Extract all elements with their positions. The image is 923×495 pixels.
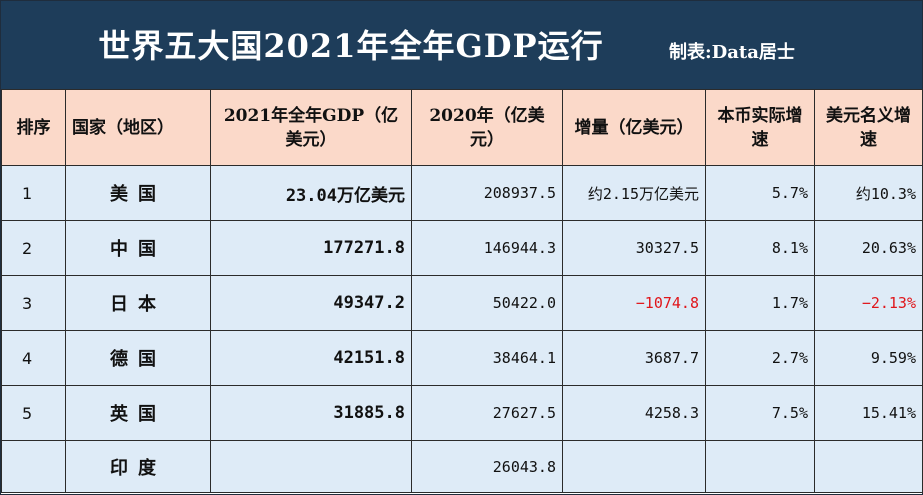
cell-local-growth: 7.5% [705, 385, 815, 441]
cell-local-growth [705, 440, 815, 493]
maker-credit: 制表:Data居士 [669, 42, 795, 63]
cell-local-growth: 2.7% [705, 330, 815, 386]
cell-gdp2020: 38464.1 [411, 330, 563, 386]
page-title: 世界五大国2021年全年GDP运行 [98, 27, 604, 65]
cell-country: 日本 [65, 275, 211, 331]
header-usd-growth: 美元名义增速 [814, 89, 923, 166]
cell-increase: 4258.3 [562, 385, 706, 441]
cell-rank [1, 440, 66, 493]
cell-local-growth: 5.7% [705, 165, 815, 221]
cell-rank: 2 [1, 220, 66, 276]
cell-usd-growth [814, 440, 923, 493]
cell-country: 德国 [65, 330, 211, 386]
cell-local-growth: 8.1% [705, 220, 815, 276]
cell-rank: 3 [1, 275, 66, 331]
cell-gdp2020: 26043.8 [411, 440, 563, 493]
cell-country: 印度 [65, 440, 211, 493]
table-row: 1 美国 23.04万亿美元 208937.5 约2.15万亿美元 5.7% 约… [1, 165, 923, 221]
header-gdp2021: 2021年全年GDP（亿美元） [210, 89, 412, 166]
cell-country: 中国 [65, 220, 211, 276]
gdp-table: 排序 国家（地区） 2021年全年GDP（亿美元） 2020年（亿美元） 增量（… [1, 89, 923, 493]
cell-increase: −1074.8 [562, 275, 706, 331]
title-bar: 世界五大国2021年全年GDP运行 制表:Data居士 [1, 1, 922, 89]
header-country: 国家（地区） [65, 89, 211, 166]
table-row: 印度 26043.8 [1, 440, 923, 493]
header-gdp2020: 2020年（亿美元） [411, 89, 563, 166]
cell-gdp2021 [210, 440, 412, 493]
cell-gdp2021: 31885.8 [210, 385, 412, 441]
cell-gdp2021: 177271.8 [210, 220, 412, 276]
header-increase: 增量（亿美元） [562, 89, 706, 166]
cell-usd-growth: 15.41% [814, 385, 923, 441]
cell-gdp2020: 27627.5 [411, 385, 563, 441]
table-header-row: 排序 国家（地区） 2021年全年GDP（亿美元） 2020年（亿美元） 增量（… [1, 89, 923, 166]
cell-gdp2020: 208937.5 [411, 165, 563, 221]
cell-country: 美国 [65, 165, 211, 221]
table-row: 3 日本 49347.2 50422.0 −1074.8 1.7% −2.13% [1, 275, 923, 331]
cell-usd-growth: 约10.3% [814, 165, 923, 221]
cell-gdp2021: 23.04万亿美元 [210, 165, 412, 221]
cell-rank: 4 [1, 330, 66, 386]
cell-increase: 30327.5 [562, 220, 706, 276]
table-row: 2 中国 177271.8 146944.3 30327.5 8.1% 20.6… [1, 220, 923, 276]
table-row: 4 德国 42151.8 38464.1 3687.7 2.7% 9.59% [1, 330, 923, 386]
cell-usd-growth: 9.59% [814, 330, 923, 386]
cell-increase [562, 440, 706, 493]
table-row: 5 英国 31885.8 27627.5 4258.3 7.5% 15.41% [1, 385, 923, 441]
cell-gdp2021: 49347.2 [210, 275, 412, 331]
cell-rank: 1 [1, 165, 66, 221]
cell-increase: 3687.7 [562, 330, 706, 386]
cell-increase: 约2.15万亿美元 [562, 165, 706, 221]
cell-local-growth: 1.7% [705, 275, 815, 331]
cell-country: 英国 [65, 385, 211, 441]
cell-usd-growth: −2.13% [814, 275, 923, 331]
header-local-growth: 本币实际增速 [705, 89, 815, 166]
cell-gdp2020: 50422.0 [411, 275, 563, 331]
cell-rank: 5 [1, 385, 66, 441]
cell-usd-growth: 20.63% [814, 220, 923, 276]
cell-gdp2020: 146944.3 [411, 220, 563, 276]
header-rank: 排序 [1, 89, 66, 166]
cell-gdp2021: 42151.8 [210, 330, 412, 386]
